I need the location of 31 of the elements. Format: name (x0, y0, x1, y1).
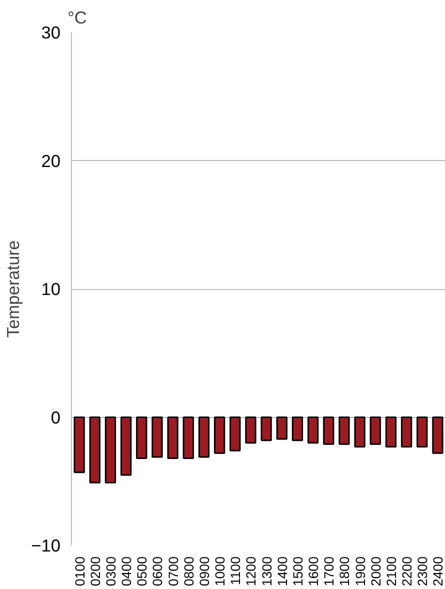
x-tick-label: 1100 (228, 556, 244, 586)
x-tick-label: 0400 (119, 556, 134, 586)
x-tick-label: 1000 (212, 556, 228, 586)
x-tick-label: 0100 (72, 556, 88, 586)
x-tick-label: 0900 (196, 556, 212, 586)
x-tick-label: 0800 (181, 556, 196, 586)
x-tick-label: 2200 (400, 556, 415, 586)
x-tick-label: 0500 (134, 556, 150, 586)
y-tick-label: 30 (41, 22, 61, 42)
x-tick-label: 2400 (430, 556, 445, 586)
x-tick-label: 1600 (306, 556, 322, 586)
y-tick-label: 0 (50, 407, 61, 428)
x-tick-label: 1800 (337, 556, 352, 586)
x-tick-label: 2100 (384, 556, 399, 586)
x-tick-label: 2000 (368, 556, 384, 586)
y-tick-label: 20 (41, 150, 61, 171)
x-tick-label: 1900 (352, 556, 368, 586)
y-tick-label: −10 (31, 536, 61, 556)
y-tick-label: 10 (41, 279, 61, 299)
x-tick-label: 2300 (415, 556, 430, 586)
y-axis-title: Temperature (3, 240, 24, 338)
x-tick-label: 1200 (244, 556, 259, 586)
text: °C (68, 8, 87, 28)
x-tick-label: 0600 (150, 556, 166, 586)
x-tick-label: 0200 (88, 556, 103, 586)
x-tick-label: 1700 (322, 556, 337, 586)
x-tick-label: 1500 (290, 556, 306, 586)
x-tick-label: 0300 (103, 556, 118, 586)
x-tick-label: 1300 (259, 556, 274, 586)
x-tick-label: 0700 (166, 556, 181, 586)
x-tick-label: 1400 (274, 556, 290, 586)
